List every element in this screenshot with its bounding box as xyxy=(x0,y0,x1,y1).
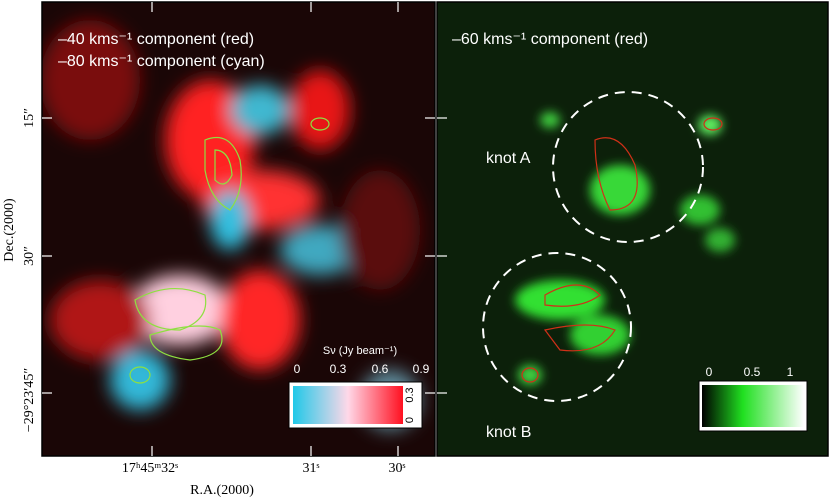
colorbar-tick: 0.6 xyxy=(372,362,389,376)
left-frame xyxy=(41,1,436,457)
knot-label: knot B xyxy=(486,424,531,441)
panel-label: –40 kms⁻¹ component (red) xyxy=(58,31,254,48)
x-tick-label: 31ˢ xyxy=(303,461,320,476)
x-axis-title: R.A.(2000) xyxy=(190,483,254,498)
left-colorbar: Sν (Jy beam⁻¹) 0 0.3 0.6 0.9 0.3 0 xyxy=(288,345,430,429)
colorbar-tick: 0 xyxy=(294,362,301,376)
knot-label: knot A xyxy=(486,150,531,167)
colorbar-tick: 0.9 xyxy=(413,362,430,376)
colorbar-side-tick: 0.3 xyxy=(404,387,416,402)
colorbar-title: Sν (Jy beam⁻¹) xyxy=(323,345,397,357)
right-image xyxy=(437,2,828,456)
right-colorbar: 0 0.5 1 xyxy=(698,365,808,432)
colorbar-side-tick: 0 xyxy=(404,417,416,423)
right-frame xyxy=(436,1,829,457)
y-tick-label: 30″ xyxy=(22,246,37,266)
y-tick-label: −29°23′45″ xyxy=(22,368,37,433)
y-tick-label: 15″ xyxy=(22,108,37,128)
left-image xyxy=(42,2,435,456)
colorbar-tick: 0.3 xyxy=(330,362,347,376)
tick-marks xyxy=(42,2,447,456)
panel-label: –60 kms⁻¹ component (red) xyxy=(452,31,648,48)
colorbar-tick: 1 xyxy=(787,365,794,379)
colorbar-tick: 0.5 xyxy=(744,365,761,379)
x-tick-label: 17ʰ45ᵐ32ˢ xyxy=(122,461,178,476)
x-tick-label: 30ˢ xyxy=(389,461,406,476)
colorbar-tick: 0 xyxy=(706,365,713,379)
panel-label: –80 kms⁻¹ component (cyan) xyxy=(58,53,265,70)
y-axis-title: Dec.(2000) xyxy=(2,198,17,262)
